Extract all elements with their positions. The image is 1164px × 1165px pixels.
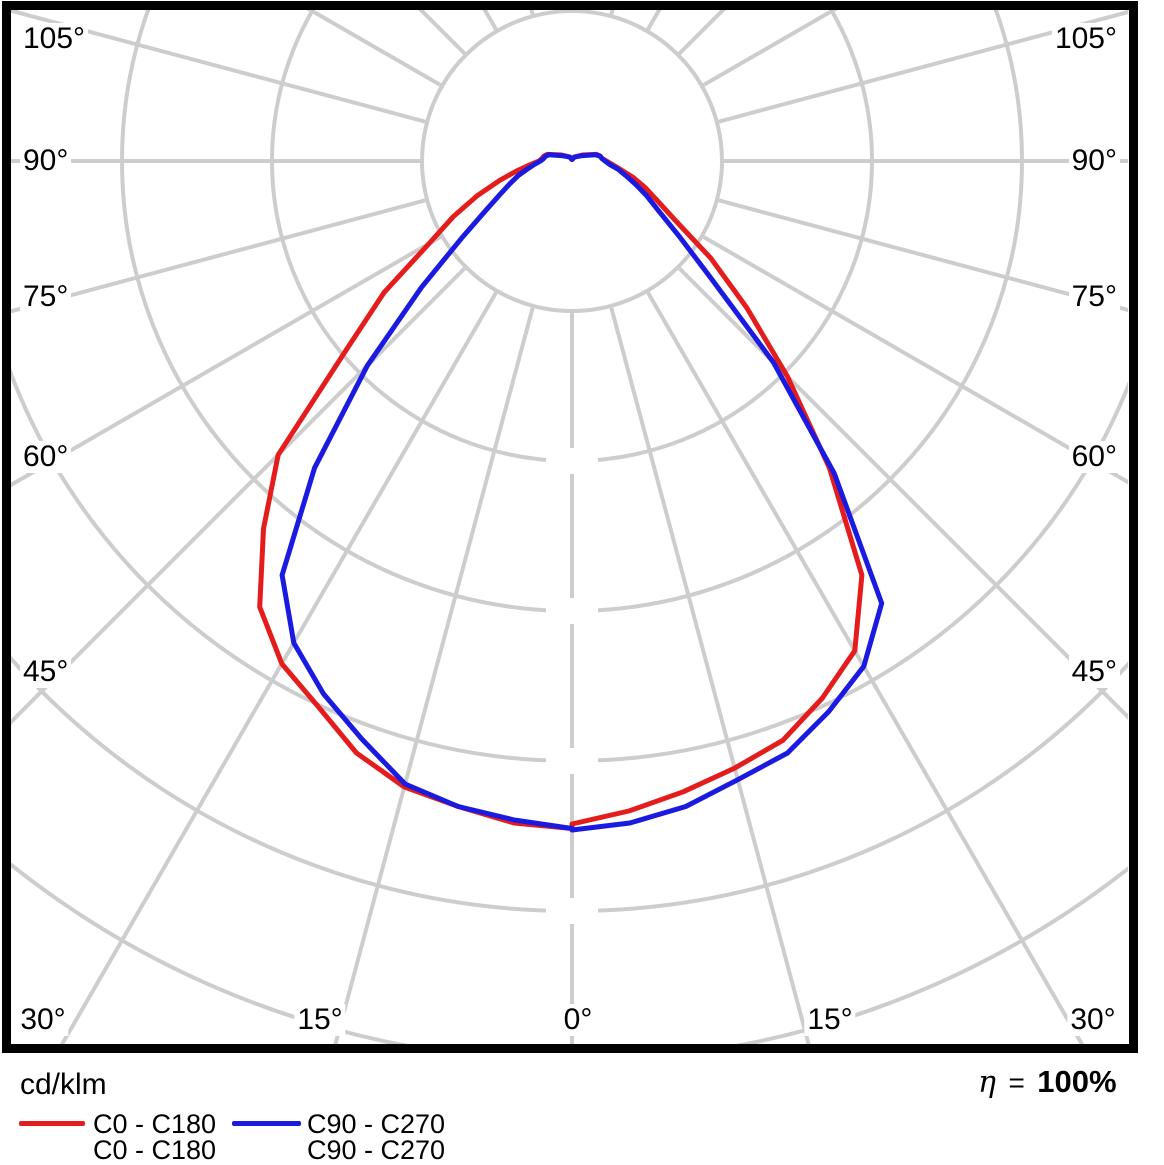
ring-value-box xyxy=(546,598,598,624)
legend-swatch-c0-c180 xyxy=(19,1121,85,1126)
polar-spoke xyxy=(718,198,1128,313)
angle-label-right-60°: 60° xyxy=(1068,441,1120,473)
units-label: cd/klm xyxy=(20,1068,107,1101)
legend-swatch-c90-c270 xyxy=(232,1121,301,1126)
angle-label-right-45°: 45° xyxy=(1068,656,1120,688)
polar-spoke xyxy=(718,10,1128,124)
angle-label-left-75°: 75° xyxy=(20,281,72,313)
angle-label-bottom-3-15°: 15° xyxy=(804,1004,856,1036)
polar-spoke xyxy=(646,291,1086,1046)
polar-spoke xyxy=(11,235,442,488)
angle-label-left-60°: 60° xyxy=(20,441,72,473)
polar-chart-svg xyxy=(2,1,1138,1053)
angle-label-bottom-4-30°: 30° xyxy=(1067,1004,1119,1036)
angle-label-left-45°: 45° xyxy=(20,656,72,688)
angle-label-right-105°: 105° xyxy=(1051,23,1120,55)
efficiency-readout: η = 100% xyxy=(978,1064,1117,1100)
eta-equals: = xyxy=(1008,1067,1025,1098)
legend-label-c90-c270-cropped: C90 - C270 xyxy=(307,1135,446,1165)
ring-value-box xyxy=(546,898,598,924)
polar-spoke xyxy=(11,198,426,314)
ring-value-box xyxy=(546,748,598,774)
eta-symbol: η xyxy=(978,1065,996,1100)
polar-grid xyxy=(11,10,1128,1046)
angle-label-left-105°: 105° xyxy=(20,23,89,55)
plot-border xyxy=(2,1,1138,1053)
angle-label-bottom-0-30°: 30° xyxy=(17,1004,69,1036)
polar-spoke xyxy=(11,10,426,124)
polar-spoke xyxy=(332,307,535,1046)
angle-label-bottom-2-0°: 0° xyxy=(560,1004,596,1036)
polar-spoke xyxy=(702,235,1128,485)
angle-label-right-90°: 90° xyxy=(1068,145,1120,177)
curve-c90-c270 xyxy=(279,152,885,833)
polar-spoke xyxy=(678,267,1128,720)
legend-label-c90-c270: C90 - C270 xyxy=(307,1109,446,1139)
eta-value: 100% xyxy=(1037,1064,1117,1099)
polar-ring xyxy=(420,10,724,313)
angle-label-bottom-1-15°: 15° xyxy=(294,1004,346,1036)
polar-spoke xyxy=(58,291,498,1046)
polar-spoke xyxy=(11,267,466,725)
legend-label-c0-c180-cropped: C0 - C180 xyxy=(93,1135,217,1165)
angle-label-left-90°: 90° xyxy=(20,145,72,177)
polar-ring xyxy=(11,367,1128,763)
ring-value-box xyxy=(546,448,598,474)
polar-spoke xyxy=(609,307,812,1046)
legend-label-c0-c180: C0 - C180 xyxy=(93,1109,217,1139)
angle-label-right-75°: 75° xyxy=(1068,281,1120,313)
